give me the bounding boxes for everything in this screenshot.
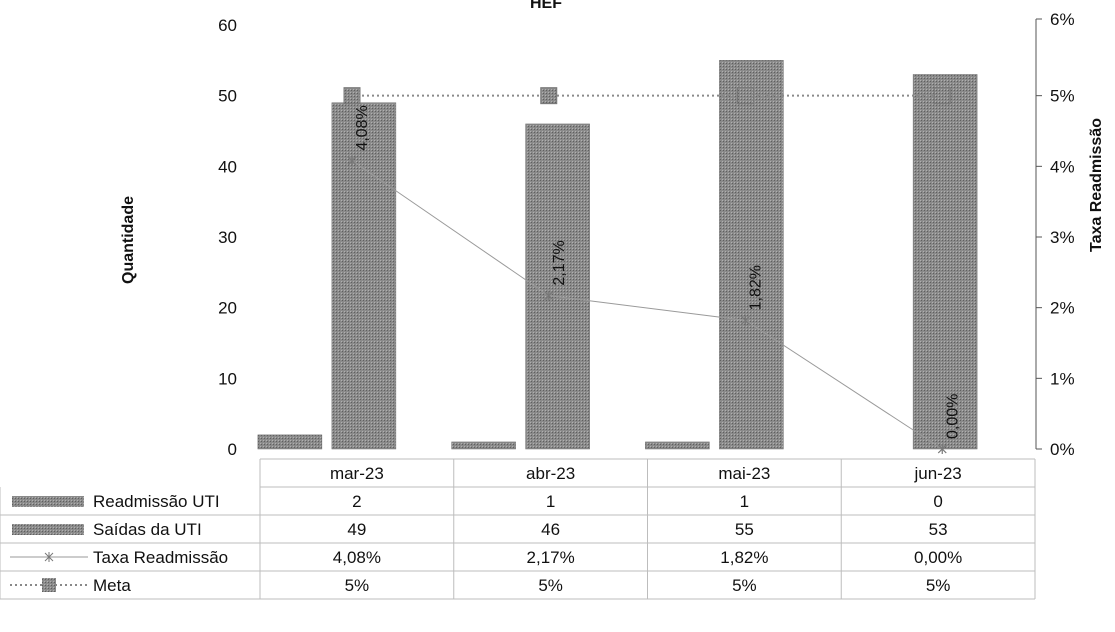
y-axis-ticks: 0 10 20 30 40 50 60	[218, 16, 237, 459]
legend-key-readmiss-o-uti	[12, 496, 84, 507]
y2-tick-label: 0%	[1050, 440, 1075, 459]
y2-tick-label: 4%	[1050, 157, 1075, 176]
table-cell: 0	[933, 492, 942, 511]
bar-readmiss-o-uti	[451, 441, 516, 450]
bar-sa-das-da-uti	[331, 102, 397, 450]
bar-sa-das-da-uti	[719, 60, 784, 450]
data-label-taxa-readmiss-o: 0,00%	[944, 394, 961, 439]
marker-meta	[540, 87, 558, 105]
bar-readmiss-o-uti	[257, 434, 323, 450]
table-cell: 55	[735, 520, 754, 539]
table-cell: 0,00%	[914, 548, 962, 567]
y-tick-label: 40	[218, 157, 237, 176]
legend-key-meta	[10, 578, 88, 592]
marker-taxa-readmiss-o	[544, 290, 554, 301]
legend-label-meta: Meta	[93, 576, 131, 595]
table-cell: 2,17%	[527, 548, 575, 567]
y-tick-label: 20	[218, 299, 237, 318]
y2-axis: 0% 1% 2% 3% 4% 5% 6%	[1035, 10, 1075, 459]
table-cell: 5%	[345, 576, 370, 595]
category-label: abr-23	[526, 464, 575, 483]
bar-sa-das-da-uti	[912, 74, 978, 450]
table-cell: 5%	[538, 576, 563, 595]
y-axis-title: Quantidade	[120, 196, 137, 284]
y2-tick-label: 6%	[1050, 10, 1075, 29]
y2-tick-label: 5%	[1050, 87, 1075, 106]
y-tick-label: 0	[228, 440, 237, 459]
series-lines	[343, 87, 951, 454]
bar-sa-das-da-uti	[525, 123, 590, 450]
category-label: mar-23	[330, 464, 384, 483]
table-cell: 46	[541, 520, 560, 539]
table-cell: 4,08%	[333, 548, 381, 567]
table-cell: 1	[546, 492, 555, 511]
y-tick-label: 10	[218, 369, 237, 388]
data-label-taxa-readmiss-o: 2,17%	[551, 240, 568, 285]
table-cell: 2	[352, 492, 361, 511]
data-label-taxa-readmiss-o: 1,82%	[748, 265, 765, 310]
y-tick-label: 30	[218, 228, 237, 247]
legend-label-taxa-readmiss-o: Taxa Readmissão	[93, 548, 228, 567]
legend-key-taxa-readmiss-o	[10, 552, 88, 562]
chart-title: HEF	[530, 0, 562, 12]
y-tick-label: 60	[218, 16, 237, 35]
category-label: jun-23	[913, 464, 961, 483]
marker-meta	[737, 87, 754, 105]
legend-label-readmiss-o-uti: Readmissão UTI	[93, 492, 220, 511]
y2-tick-label: 2%	[1050, 299, 1075, 318]
data-table: mar-23 abr-23 mai-23 jun-23 Readmissão UTI 2 1…	[0, 458, 1036, 600]
table-cell: 5%	[926, 576, 951, 595]
data-labels: 4,08% 2,17% 1,82% 0,00%	[354, 105, 961, 439]
marker-meta	[933, 87, 951, 105]
table-cell: 5%	[732, 576, 757, 595]
table-cell: 1,82%	[720, 548, 768, 567]
table-cell: 1	[740, 492, 749, 511]
marker-meta	[343, 87, 361, 105]
table-cell: 49	[347, 520, 366, 539]
marker-taxa-readmiss-o	[741, 315, 750, 326]
bars	[257, 60, 978, 450]
line-taxa-readmiss-o	[351, 160, 943, 450]
marker-taxa-readmiss-o	[937, 444, 947, 454]
y2-tick-label: 1%	[1050, 369, 1075, 388]
marker-taxa-readmiss-o	[347, 155, 357, 166]
data-label-taxa-readmiss-o: 4,08%	[354, 105, 371, 150]
category-label: mai-23	[718, 464, 770, 483]
y2-tick-label: 3%	[1050, 228, 1075, 247]
y-tick-label: 50	[218, 87, 237, 106]
legend-key-sa-das-da-uti	[12, 524, 84, 535]
legend-label-sa-das-da-uti: Saídas da UTI	[93, 520, 202, 539]
bar-readmiss-o-uti	[645, 441, 710, 450]
y2-axis-title: Taxa Readmissão	[1088, 118, 1105, 252]
table-cell: 53	[929, 520, 948, 539]
